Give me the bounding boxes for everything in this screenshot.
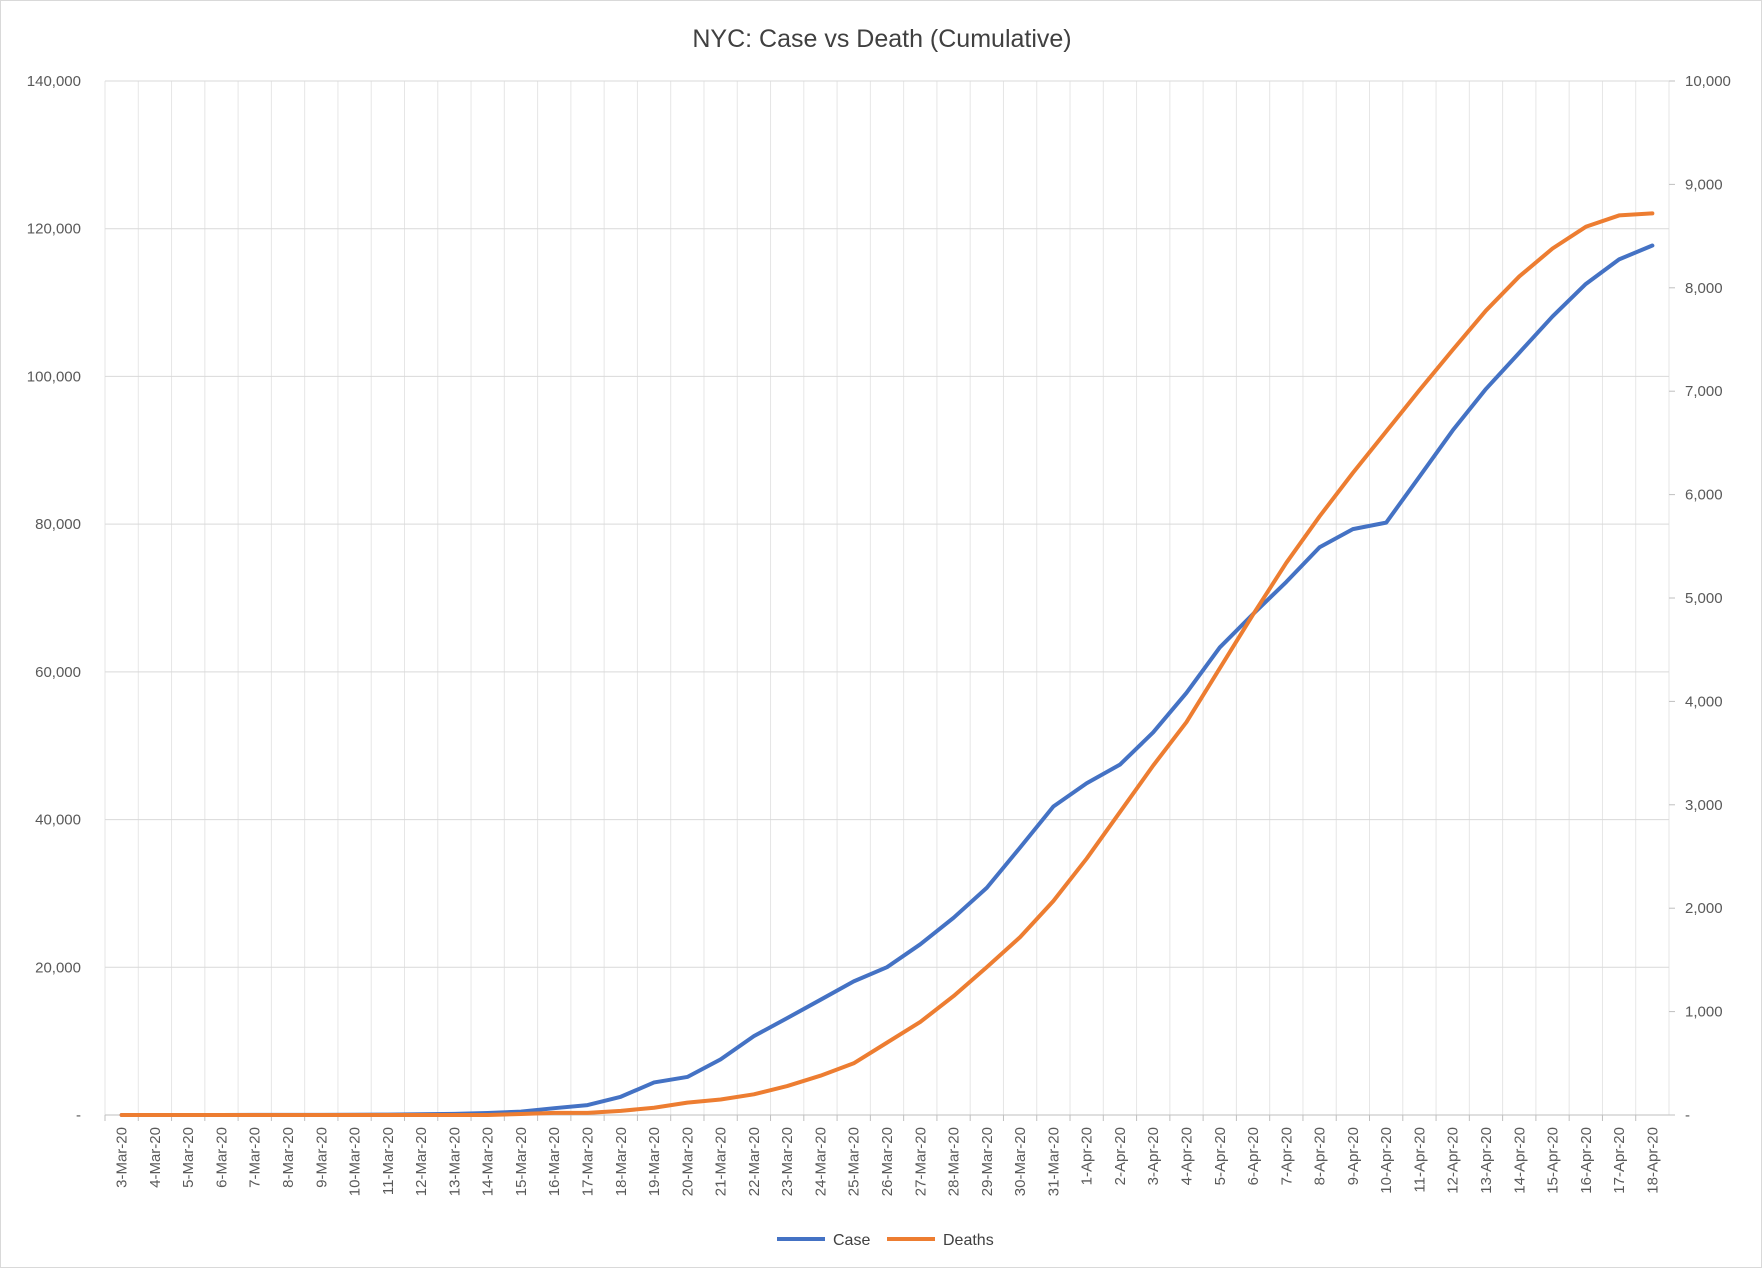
- x-axis-tick-label: 5-Apr-20: [1212, 1127, 1229, 1185]
- x-axis-tick-label: 29-Mar-20: [979, 1127, 996, 1196]
- x-axis-tick-label: 18-Apr-20: [1644, 1127, 1661, 1194]
- x-axis-tick-label: 14-Mar-20: [480, 1127, 497, 1196]
- x-axis-tick-label: 3-Mar-20: [114, 1127, 131, 1188]
- right-axis-tick-label: 1,000: [1685, 1004, 1723, 1021]
- x-axis-tick-label: 8-Mar-20: [280, 1127, 297, 1188]
- left-axis-tick-label: 140,000: [27, 73, 81, 90]
- x-axis-tick-label: 2-Apr-20: [1112, 1127, 1129, 1185]
- x-axis-tick-label: 31-Mar-20: [1045, 1127, 1062, 1196]
- x-axis-tick-label: 6-Mar-20: [213, 1127, 230, 1188]
- x-axis-tick-label: 9-Mar-20: [313, 1127, 330, 1188]
- legend-label-deaths: Deaths: [943, 1232, 994, 1249]
- x-axis-tick-label: 24-Mar-20: [812, 1127, 829, 1196]
- x-axis-tick-label: 28-Mar-20: [946, 1127, 963, 1196]
- x-axis-tick-label: 1-Apr-20: [1079, 1127, 1096, 1185]
- x-axis-tick-label: 13-Mar-20: [446, 1127, 463, 1196]
- x-axis-tick-label: 27-Mar-20: [912, 1127, 929, 1196]
- right-axis-tick-label: -: [1685, 1107, 1690, 1124]
- series-layer: [119, 211, 1655, 1117]
- x-axis-tick-label: 20-Mar-20: [679, 1127, 696, 1196]
- x-axis-tick-label: 10-Mar-20: [347, 1127, 364, 1196]
- x-axis-tick-label: 5-Mar-20: [180, 1127, 197, 1188]
- right-axis-tick-label: 8,000: [1685, 280, 1723, 297]
- x-axis-tick-label: 6-Apr-20: [1245, 1127, 1262, 1185]
- x-axis-tick-label: 16-Mar-20: [546, 1127, 563, 1196]
- legend-label-case: Case: [833, 1232, 870, 1249]
- x-axis-tick-label: 17-Apr-20: [1611, 1127, 1628, 1194]
- series-line-deaths: [119, 211, 1655, 1117]
- grid-layer: [104, 80, 1670, 1116]
- left-axis-tick-label: 20,000: [35, 959, 81, 976]
- right-axis-tick-label: 2,000: [1685, 900, 1723, 917]
- x-axis-tick-label: 10-Apr-20: [1378, 1127, 1395, 1194]
- x-axis-tick-label: 23-Mar-20: [779, 1127, 796, 1196]
- right-axis-tick-label: 5,000: [1685, 590, 1723, 607]
- right-axis-tick-label: 7,000: [1685, 383, 1723, 400]
- x-axis-tick-label: 18-Mar-20: [613, 1127, 630, 1196]
- x-axis-tick-label: 3-Apr-20: [1145, 1127, 1162, 1185]
- left-axis-tick-label: 80,000: [35, 516, 81, 533]
- chart-title: NYC: Case vs Death (Cumulative): [692, 25, 1071, 53]
- x-axis-tick-label: 19-Mar-20: [646, 1127, 663, 1196]
- x-axis-tick-label: 21-Mar-20: [713, 1127, 730, 1196]
- left-axis-tick-label: 60,000: [35, 664, 81, 681]
- right-axis-tick-label: 10,000: [1685, 73, 1731, 90]
- x-axis-tick-label: 11-Apr-20: [1411, 1127, 1428, 1193]
- x-axis-tick-label: 7-Mar-20: [247, 1127, 264, 1188]
- right-axis-tick-label: 3,000: [1685, 797, 1723, 814]
- x-axis-tick-label: 16-Apr-20: [1578, 1127, 1595, 1194]
- x-axis-tick-label: 13-Apr-20: [1478, 1127, 1495, 1194]
- right-axis-tick-label: 9,000: [1685, 176, 1723, 193]
- x-axis-tick-label: 22-Mar-20: [746, 1127, 763, 1196]
- x-axis-tick-label: 15-Apr-20: [1545, 1127, 1562, 1194]
- x-axis-tick-label: 12-Mar-20: [413, 1127, 430, 1196]
- left-axis-tick-label: 120,000: [27, 221, 81, 238]
- x-axis-tick-label: 17-Mar-20: [580, 1127, 597, 1196]
- axis-layer: - 20,000 40,000 60,000 80,000 100,000 120,000 1…: [27, 73, 1731, 1196]
- left-axis-tick-label: 100,000: [27, 368, 81, 385]
- x-axis-tick-label: 4-Mar-20: [147, 1127, 164, 1188]
- legend: Case Deaths: [777, 1232, 994, 1249]
- x-axis-tick-label: 12-Apr-20: [1445, 1127, 1462, 1194]
- x-axis-tick-label: 8-Apr-20: [1312, 1127, 1329, 1185]
- x-axis-tick-label: 4-Apr-20: [1178, 1127, 1195, 1185]
- x-axis-tick-label: 26-Mar-20: [879, 1127, 896, 1196]
- x-axis-tick-label: 25-Mar-20: [846, 1127, 863, 1196]
- x-axis-tick-label: 7-Apr-20: [1278, 1127, 1295, 1185]
- x-axis-tick-label: 30-Mar-20: [1012, 1127, 1029, 1196]
- x-axis-tick-label: 14-Apr-20: [1511, 1127, 1528, 1194]
- left-axis-tick-label: -: [76, 1107, 81, 1124]
- left-axis-tick-label: 40,000: [35, 812, 81, 829]
- right-axis-tick-label: 6,000: [1685, 487, 1723, 504]
- x-axis-tick-label: 9-Apr-20: [1345, 1127, 1362, 1185]
- x-axis-tick-label: 15-Mar-20: [513, 1127, 530, 1196]
- right-axis-tick-label: 4,000: [1685, 693, 1723, 710]
- x-axis-tick-label: 11-Mar-20: [380, 1127, 397, 1195]
